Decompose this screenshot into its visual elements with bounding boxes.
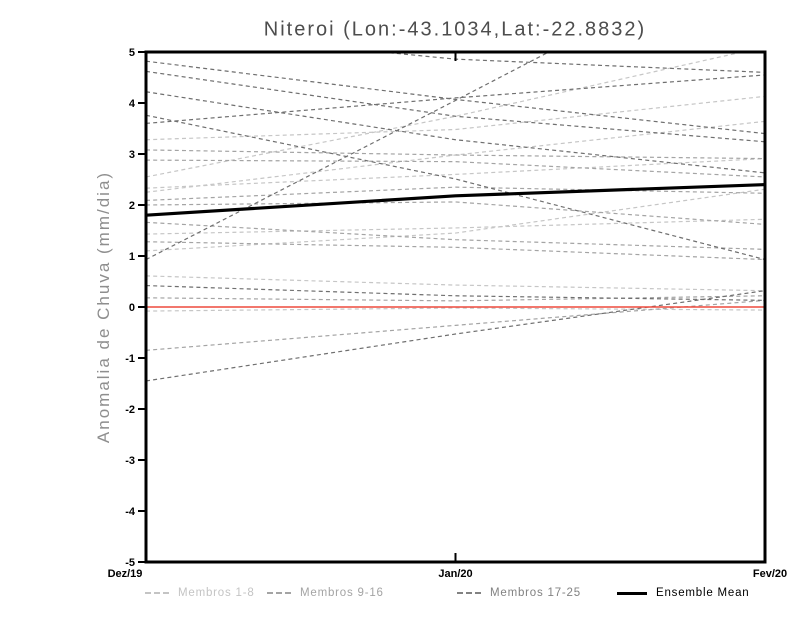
y-tick-label: -4 [125, 506, 136, 518]
legend-label: Membros 1-8 [178, 587, 255, 599]
member-line [146, 188, 765, 252]
dashed-line-swatch-icon [145, 592, 169, 594]
dashed-line-swatch-icon [267, 592, 291, 594]
member-line [146, 114, 765, 261]
member-line [146, 95, 765, 141]
member-line [146, 120, 765, 193]
legend-item: Ensemble Mean [617, 585, 750, 601]
member-line [146, 60, 765, 135]
member-line [146, 74, 765, 124]
member-line [146, 295, 765, 302]
member-line [146, 70, 765, 143]
y-tick-label: 0 [129, 302, 135, 314]
member-line [146, 307, 765, 312]
member-line [146, 275, 765, 292]
legend-item: Membros 9-16 [267, 585, 384, 601]
y-tick-label: -2 [125, 404, 135, 416]
y-tick-label: 3 [129, 149, 135, 161]
member-line [146, 157, 765, 189]
member-line [146, 218, 765, 235]
dashed-line-swatch-icon [457, 592, 481, 594]
chart-title: Niteroi (Lon:-43.1034,Lat:-22.8832) [263, 18, 647, 41]
y-tick-label: 1 [129, 251, 135, 263]
member-line [146, 201, 765, 225]
member-line [146, 284, 765, 301]
y-tick-label: 4 [129, 98, 136, 110]
member-line [146, 241, 765, 261]
member-line [146, 221, 765, 250]
member-line [146, 159, 765, 178]
legend-label: Membros 9-16 [300, 587, 384, 599]
member-line [146, 149, 765, 160]
member-line [146, 290, 765, 382]
y-tick-label: 2 [129, 200, 135, 212]
solid-line-swatch-icon [617, 591, 647, 595]
x-tick-label: Dez/19 [108, 568, 143, 580]
member-line [146, 52, 551, 261]
legend-item: Membros 17-25 [457, 585, 581, 601]
member-line [146, 186, 765, 202]
y-tick-label: -5 [125, 557, 135, 569]
member-line [146, 91, 765, 174]
y-tick-label: -1 [125, 353, 135, 365]
x-tick-label: Jan/20 [438, 568, 472, 580]
member-line [146, 299, 765, 351]
legend-label: Membros 17-25 [490, 587, 581, 599]
y-tick-label: -3 [125, 455, 135, 467]
legend: Membros 1-8 Membros 9-16 Membros 17-25 Ense… [0, 585, 800, 605]
x-tick-label: Fev/20 [753, 568, 787, 580]
y-tick-label: 5 [129, 47, 135, 59]
legend-label: Ensemble Mean [656, 587, 750, 599]
member-line [146, 52, 745, 178]
ensemble-mean-line [146, 183, 765, 217]
legend-item: Membros 1-8 [145, 585, 255, 601]
